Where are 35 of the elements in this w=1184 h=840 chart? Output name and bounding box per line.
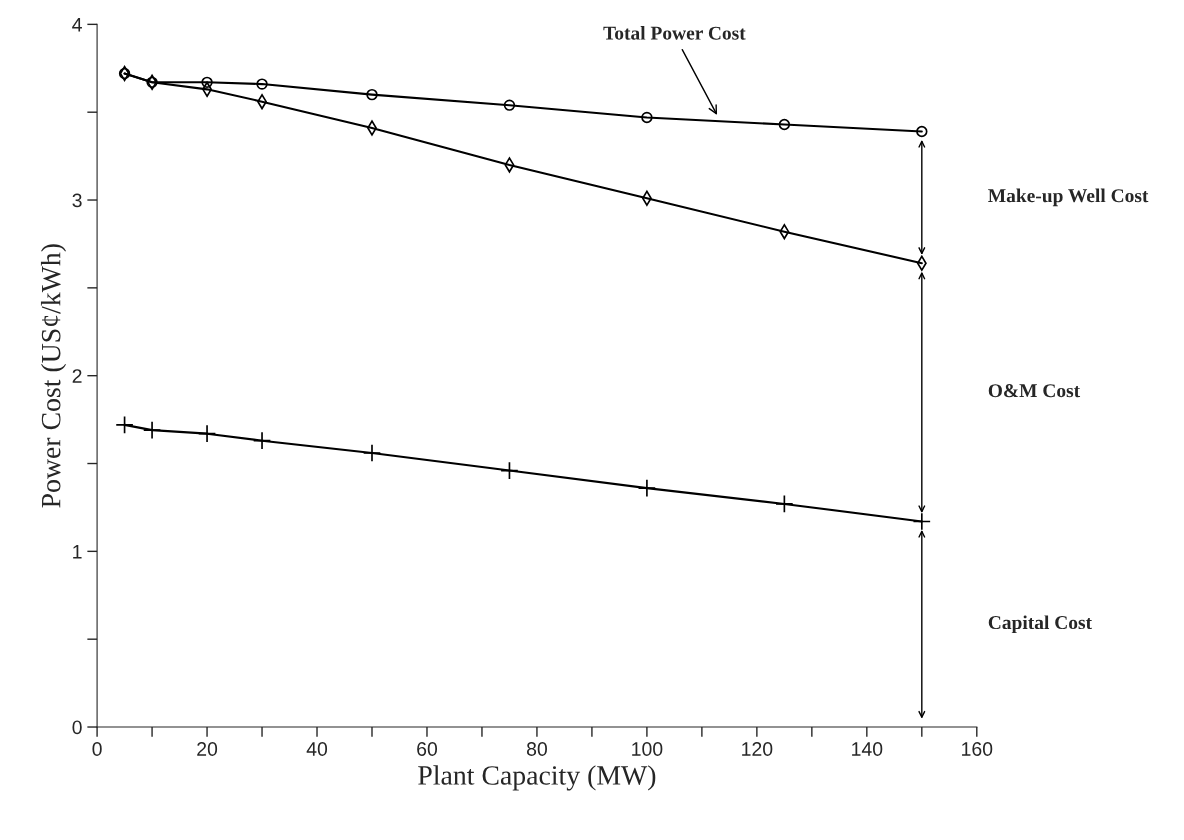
text: Make-up Well Cost	[988, 188, 1149, 207]
y-tick-label: 1	[73, 545, 82, 559]
x-tick-label: 120	[742, 742, 773, 756]
point	[775, 494, 794, 514]
x-tick-label: 40	[306, 742, 328, 756]
x-tick-label: 140	[852, 742, 883, 756]
y-tick-label: 4	[72, 18, 82, 32]
point	[197, 424, 217, 443]
point	[641, 111, 653, 124]
point	[500, 461, 519, 480]
x-tick-label: 60	[417, 742, 438, 756]
point	[916, 125, 928, 138]
point	[252, 431, 272, 450]
annotation: Total Power Cost	[603, 26, 746, 40]
point	[142, 420, 162, 440]
point	[256, 78, 268, 90]
point	[366, 88, 378, 101]
point	[778, 118, 791, 131]
x-tick-label: 100	[632, 742, 663, 756]
y-tick-label: 0	[72, 720, 82, 735]
y-tick-label: 3	[72, 193, 82, 208]
y-axis-title: Power Cost (US¢/kWh)	[40, 244, 67, 508]
x-tick-label: 80	[526, 742, 547, 756]
text: Capital Cost	[988, 615, 1092, 634]
x-axis-title: Plant Capacity (MW)	[418, 765, 656, 791]
point	[362, 443, 382, 463]
x-tick-label: 160	[962, 742, 993, 756]
text: O&M Cost	[988, 384, 1081, 398]
point	[637, 478, 657, 498]
x-tick-label: 0	[92, 742, 102, 756]
x-tick-label: 20	[197, 742, 218, 756]
y-tick-label: 2	[72, 369, 82, 383]
point	[503, 99, 516, 111]
point	[115, 415, 134, 435]
point	[201, 76, 213, 89]
